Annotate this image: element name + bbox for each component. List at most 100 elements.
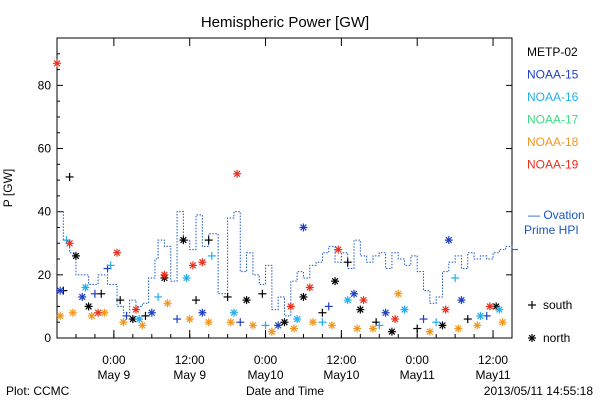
marker-stroke [290, 325, 298, 332]
data-point-noaa-18 [327, 321, 336, 330]
y-ticks: 0 20 40 60 80 [38, 53, 512, 345]
marker-stroke [353, 325, 361, 332]
data-point-noaa-18 [308, 318, 317, 327]
data-point-noaa-19 [198, 258, 207, 267]
marker-stroke [243, 296, 250, 304]
data-point-noaa-18 [248, 321, 257, 330]
marker-stroke [66, 239, 73, 247]
marker-stroke [120, 318, 127, 326]
data-point-noaa-19 [188, 261, 197, 270]
data-point-noaa-15 [444, 236, 453, 245]
data-point-noaa-16 [81, 283, 90, 292]
marker-stroke [148, 309, 156, 317]
marker-stroke [199, 258, 206, 266]
data-point-noaa-15 [324, 302, 333, 311]
marker-stroke [227, 318, 235, 326]
marker-stroke [249, 322, 257, 329]
ovation-line [57, 211, 513, 317]
x-tick-label-time: 12:00 [326, 353, 356, 367]
marker-stroke [94, 309, 102, 317]
data-point-metp-02 [318, 308, 327, 317]
marker-stroke [183, 274, 190, 282]
data-point-noaa-16 [293, 315, 302, 324]
marker-stroke [135, 315, 143, 323]
data-point-noaa-15 [381, 308, 390, 317]
marker-stroke [85, 303, 92, 310]
chart-title: Hemispheric Power [GW] [201, 14, 369, 31]
data-point-noaa-16 [135, 315, 144, 324]
marker-stroke [56, 312, 64, 320]
marker-stroke [388, 328, 396, 335]
marker-stroke [486, 303, 494, 310]
plot-frame [56, 37, 513, 339]
data-point-noaa-18 [425, 327, 434, 336]
legend-entry-noaa-16: NOAA-16 [527, 90, 579, 104]
data-point-metp-02 [141, 311, 150, 320]
ovation-legend-line1: — Ovation [528, 208, 585, 222]
marker-legend-label: north [543, 331, 570, 345]
marker-stroke [281, 318, 288, 326]
y-axis-label: P [GW] [1, 169, 15, 207]
marker-legend: south north [528, 298, 572, 345]
y-tick-label: 80 [38, 78, 52, 92]
marker-stroke [496, 306, 503, 313]
data-point-noaa-16 [495, 305, 504, 314]
marker-stroke [391, 315, 399, 323]
data-point-noaa-15 [198, 308, 207, 317]
data-point-metp-02 [258, 289, 267, 298]
data-point-metp-02 [387, 327, 396, 336]
data-point-noaa-18 [226, 318, 235, 327]
data-point-metp-02 [179, 236, 188, 245]
marker-stroke [394, 290, 402, 298]
marker-stroke [300, 224, 307, 231]
marker-stroke [139, 322, 146, 329]
marker-stroke [306, 284, 314, 291]
data-point-noaa-19 [334, 245, 343, 254]
data-point-noaa-15 [236, 318, 245, 327]
x-tick-label-date: May10 [248, 368, 284, 382]
marker-stroke [180, 236, 187, 244]
ovation-line-layer [57, 211, 518, 317]
marker-stroke [458, 296, 465, 304]
data-point-metp-02 [192, 296, 201, 305]
marker-stroke [528, 334, 536, 342]
data-point-noaa-19 [286, 302, 295, 311]
marker-legend-label: south [543, 298, 572, 312]
data-point-noaa-18 [185, 315, 194, 324]
marker-stroke [72, 252, 80, 260]
x-tick-label-time: 12:00 [478, 353, 508, 367]
ovation-legend-line2: Prime HPI [524, 223, 579, 237]
data-point-metp-02 [299, 292, 308, 301]
x-axis-label: Date and Time [246, 384, 324, 398]
data-point-noaa-15 [274, 321, 283, 330]
data-point-noaa-19 [359, 296, 368, 305]
x-tick-label-time: 0:00 [406, 353, 430, 367]
data-point-metp-02 [223, 292, 232, 301]
legend-entry-metp-02: METP-02 [527, 45, 578, 59]
marker-stroke [287, 303, 295, 310]
data-point-noaa-18 [68, 308, 77, 317]
footer-timestamp: 2013/05/11 14:55:18 [484, 384, 594, 398]
marker-stroke [426, 328, 434, 335]
data-point-metp-02 [242, 296, 251, 305]
marker-stroke [445, 236, 453, 244]
marker-stroke [129, 315, 137, 323]
data-point-noaa-19 [113, 248, 122, 257]
marker-stroke [401, 306, 408, 313]
data-point-noaa-16 [182, 274, 191, 282]
data-point-noaa-19 [53, 59, 61, 68]
marker-stroke [268, 328, 276, 335]
marker-stroke [53, 59, 61, 67]
ovation-legend: — Ovation Prime HPI [524, 208, 585, 237]
data-point-noaa-18 [204, 318, 213, 327]
marker-stroke [499, 318, 506, 326]
data-point-noaa-18 [498, 318, 507, 327]
y-tick-label: 20 [38, 268, 52, 282]
x-tick-label-time: 0:00 [102, 353, 126, 367]
data-point-noaa-18 [394, 289, 403, 298]
data-point-noaa-19 [160, 270, 169, 279]
data-point-noaa-18 [119, 318, 128, 327]
data-point-noaa-19 [391, 315, 400, 324]
